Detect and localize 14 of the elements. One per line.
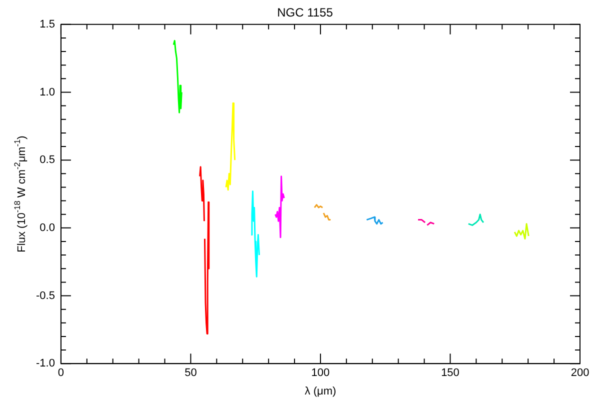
- y-axis-title: Flux (10-18 W cm-2μm-1): [12, 136, 28, 252]
- chart-title: NGC 1155: [277, 6, 334, 20]
- y-tick-label: -1.0: [36, 358, 55, 370]
- x-tick-label: 200: [570, 367, 590, 380]
- x-tick-label: 50: [184, 367, 197, 380]
- x-tick-label: 100: [311, 367, 330, 380]
- y-tick-label: 0.0: [40, 222, 55, 234]
- y-tick-label: 1.0: [40, 86, 55, 98]
- x-tick-label: 150: [441, 367, 460, 380]
- x-axis-title: λ (μm): [304, 385, 336, 398]
- y-tick-label: -0.5: [36, 290, 55, 302]
- y-tick-label: 0.5: [40, 154, 55, 166]
- y-tick-label: 1.5: [40, 18, 55, 30]
- x-tick-label: 0: [58, 367, 64, 380]
